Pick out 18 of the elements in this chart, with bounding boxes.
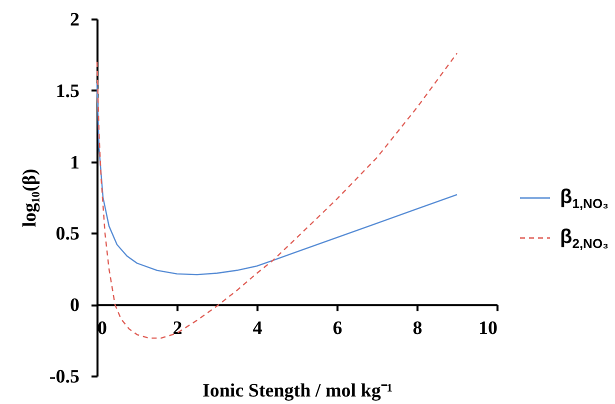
line-series <box>96 82 458 276</box>
y-tick-label: 1 <box>70 152 80 174</box>
line-series <box>96 52 458 339</box>
y-tick-label: 0 <box>70 295 80 316</box>
x-tick-label: 0 <box>98 318 107 340</box>
legend-label: β$_{2,NO₃}$ <box>560 226 609 250</box>
x-tick-label: 6 <box>332 318 342 340</box>
x-tick-label: 2 <box>172 318 182 340</box>
y-axis-title: log₁₀(β) <box>19 168 40 228</box>
x-axis-title: Ionic Stength / mol kg⁻¹ <box>202 380 393 402</box>
y-tick-label: -0.5 <box>49 366 80 388</box>
legend-label: β$_{1,NO₃}$ <box>560 186 609 210</box>
y-tick-label: 1.5 <box>56 80 80 102</box>
x-tick-label: 10 <box>478 318 498 340</box>
y-tick-label: 2 <box>70 10 80 30</box>
y-tick-label: 0.5 <box>56 224 80 245</box>
x-tick-label: 4 <box>252 318 263 340</box>
x-tick-label: 8 <box>412 318 422 340</box>
